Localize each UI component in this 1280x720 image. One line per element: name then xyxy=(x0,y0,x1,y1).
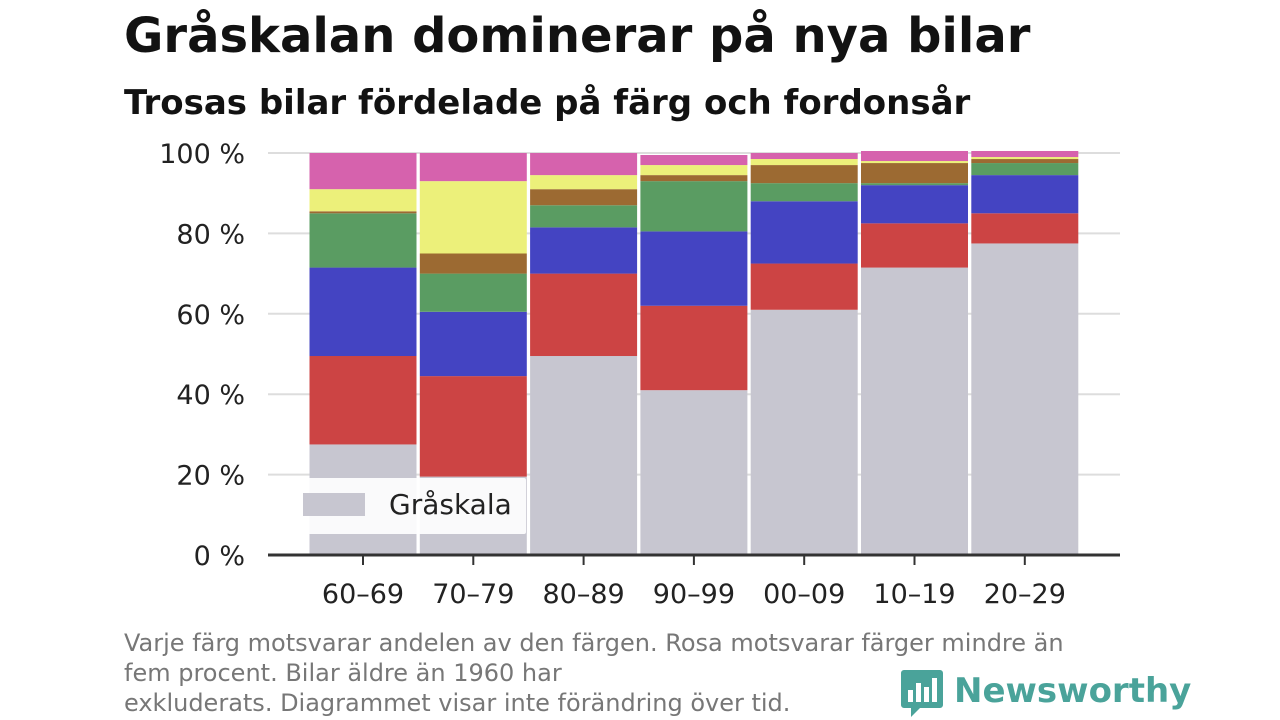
bar-segment xyxy=(309,211,417,214)
legend-background xyxy=(291,478,526,534)
bar-segment xyxy=(640,175,748,182)
bar-stack xyxy=(640,155,748,555)
x-tick-label: 00–09 xyxy=(763,579,845,610)
x-tick-label: 60–69 xyxy=(322,579,404,610)
bar-segment xyxy=(419,153,527,182)
logo-text: Newsworthy xyxy=(954,671,1192,711)
newsworthy-logo: Newsworthy xyxy=(900,668,1191,720)
bar-segment xyxy=(861,183,968,186)
bar-segment xyxy=(750,201,858,264)
bar-segment xyxy=(750,153,858,160)
axes: 0 % 20 % 40 % 60 % 80 % 100 % 60–69 70–79 80–89 9… xyxy=(159,139,1120,610)
x-tick-label: 80–89 xyxy=(542,579,624,610)
bar-segment xyxy=(750,183,858,202)
bar-segment xyxy=(530,153,638,176)
bar-segment xyxy=(419,311,527,377)
footnote-line: exkluderats. Diagrammet visar inte förän… xyxy=(124,689,791,717)
bar-segment xyxy=(530,227,638,274)
legend-swatch-graskala xyxy=(303,493,365,516)
bar-segment xyxy=(971,157,1079,160)
bar-stack xyxy=(750,153,858,555)
bar-segment xyxy=(640,305,748,391)
bar-segment xyxy=(971,213,1079,244)
y-tick-label: 40 % xyxy=(176,380,245,411)
chart-subtitle: Trosas bilar fördelade på färg och fordo… xyxy=(124,83,971,123)
bar-segment xyxy=(309,153,417,190)
bar-segment xyxy=(309,189,417,212)
footnote-line: Varje färg motsvarar andelen av den färg… xyxy=(124,629,1064,657)
y-tick-label: 100 % xyxy=(159,139,245,170)
chart-title: Gråskalan dominerar på nya bilar xyxy=(124,8,1031,64)
bar-segment xyxy=(861,163,968,184)
bar-segment xyxy=(530,205,638,228)
bar-segment xyxy=(530,175,638,190)
y-tick-label: 20 % xyxy=(176,461,245,492)
bar-segment xyxy=(640,231,748,306)
bar-segment xyxy=(750,159,858,166)
bar-segment xyxy=(419,253,527,274)
bar-segment xyxy=(861,267,968,555)
bar-segment xyxy=(640,390,748,555)
bar-segment xyxy=(861,161,968,164)
bar-segment xyxy=(861,150,968,162)
bar-segment xyxy=(971,159,1079,164)
x-tick-label: 20–29 xyxy=(984,579,1066,610)
stacked-bar-chart: 0 % 20 % 40 % 60 % 80 % 100 % 60–69 70–79 80–89 9… xyxy=(159,139,1120,610)
bar-stack xyxy=(530,153,638,555)
bar-segment xyxy=(530,356,638,555)
bar-segment xyxy=(640,155,748,166)
bar-segment xyxy=(530,189,638,206)
y-tick-label: 60 % xyxy=(176,300,245,331)
bar-segment xyxy=(530,273,638,357)
legend: Gråskala xyxy=(291,478,526,534)
bar-segment xyxy=(309,267,417,357)
bar-segment xyxy=(309,356,417,445)
bar-segment xyxy=(419,181,527,254)
x-tick-label: 10–19 xyxy=(873,579,955,610)
footnote: Varje färg motsvarar andelen av den färg… xyxy=(124,628,1144,718)
bar-stack xyxy=(861,150,968,555)
bar-segment xyxy=(861,223,968,268)
bar-stack xyxy=(971,150,1079,555)
bar-chart-speech-bubble-icon xyxy=(901,670,943,717)
bar-segment xyxy=(750,309,858,555)
bar-segment xyxy=(750,263,858,310)
x-tick-label: 70–79 xyxy=(432,579,514,610)
x-tick-label: 90–99 xyxy=(653,579,735,610)
legend-label-graskala: Gråskala xyxy=(389,488,512,521)
bar-segment xyxy=(640,165,748,176)
bar-segment xyxy=(640,181,748,232)
y-tick-label: 80 % xyxy=(176,219,245,250)
bar-segment xyxy=(750,165,858,184)
bar-segment xyxy=(971,175,1079,214)
bar-segment xyxy=(861,185,968,224)
y-tick-label: 0 % xyxy=(194,541,245,572)
bar-segment xyxy=(971,163,1079,176)
bar-segment xyxy=(971,150,1079,158)
bar-segment xyxy=(419,273,527,312)
footnote-line: fem procent. Bilar äldre än 1960 har xyxy=(124,659,562,687)
bar-segment xyxy=(309,213,417,268)
bar-segment xyxy=(419,376,527,477)
bar-segment xyxy=(971,243,1079,555)
